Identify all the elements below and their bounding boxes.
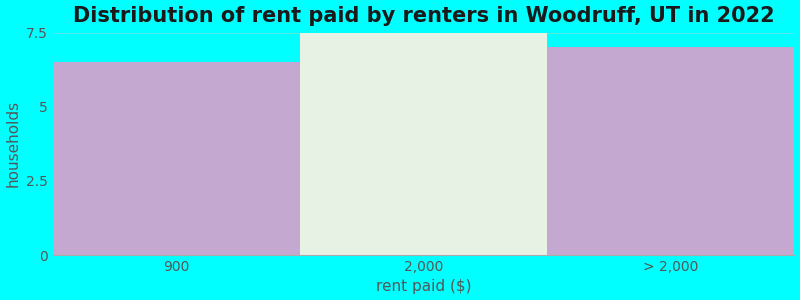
X-axis label: rent paid ($): rent paid ($) (376, 279, 471, 294)
Bar (300, 33, 547, 255)
Bar (53, 62, 300, 255)
Bar (547, 47, 794, 255)
Y-axis label: households: households (6, 100, 21, 188)
Title: Distribution of rent paid by renters in Woodruff, UT in 2022: Distribution of rent paid by renters in … (73, 6, 774, 26)
